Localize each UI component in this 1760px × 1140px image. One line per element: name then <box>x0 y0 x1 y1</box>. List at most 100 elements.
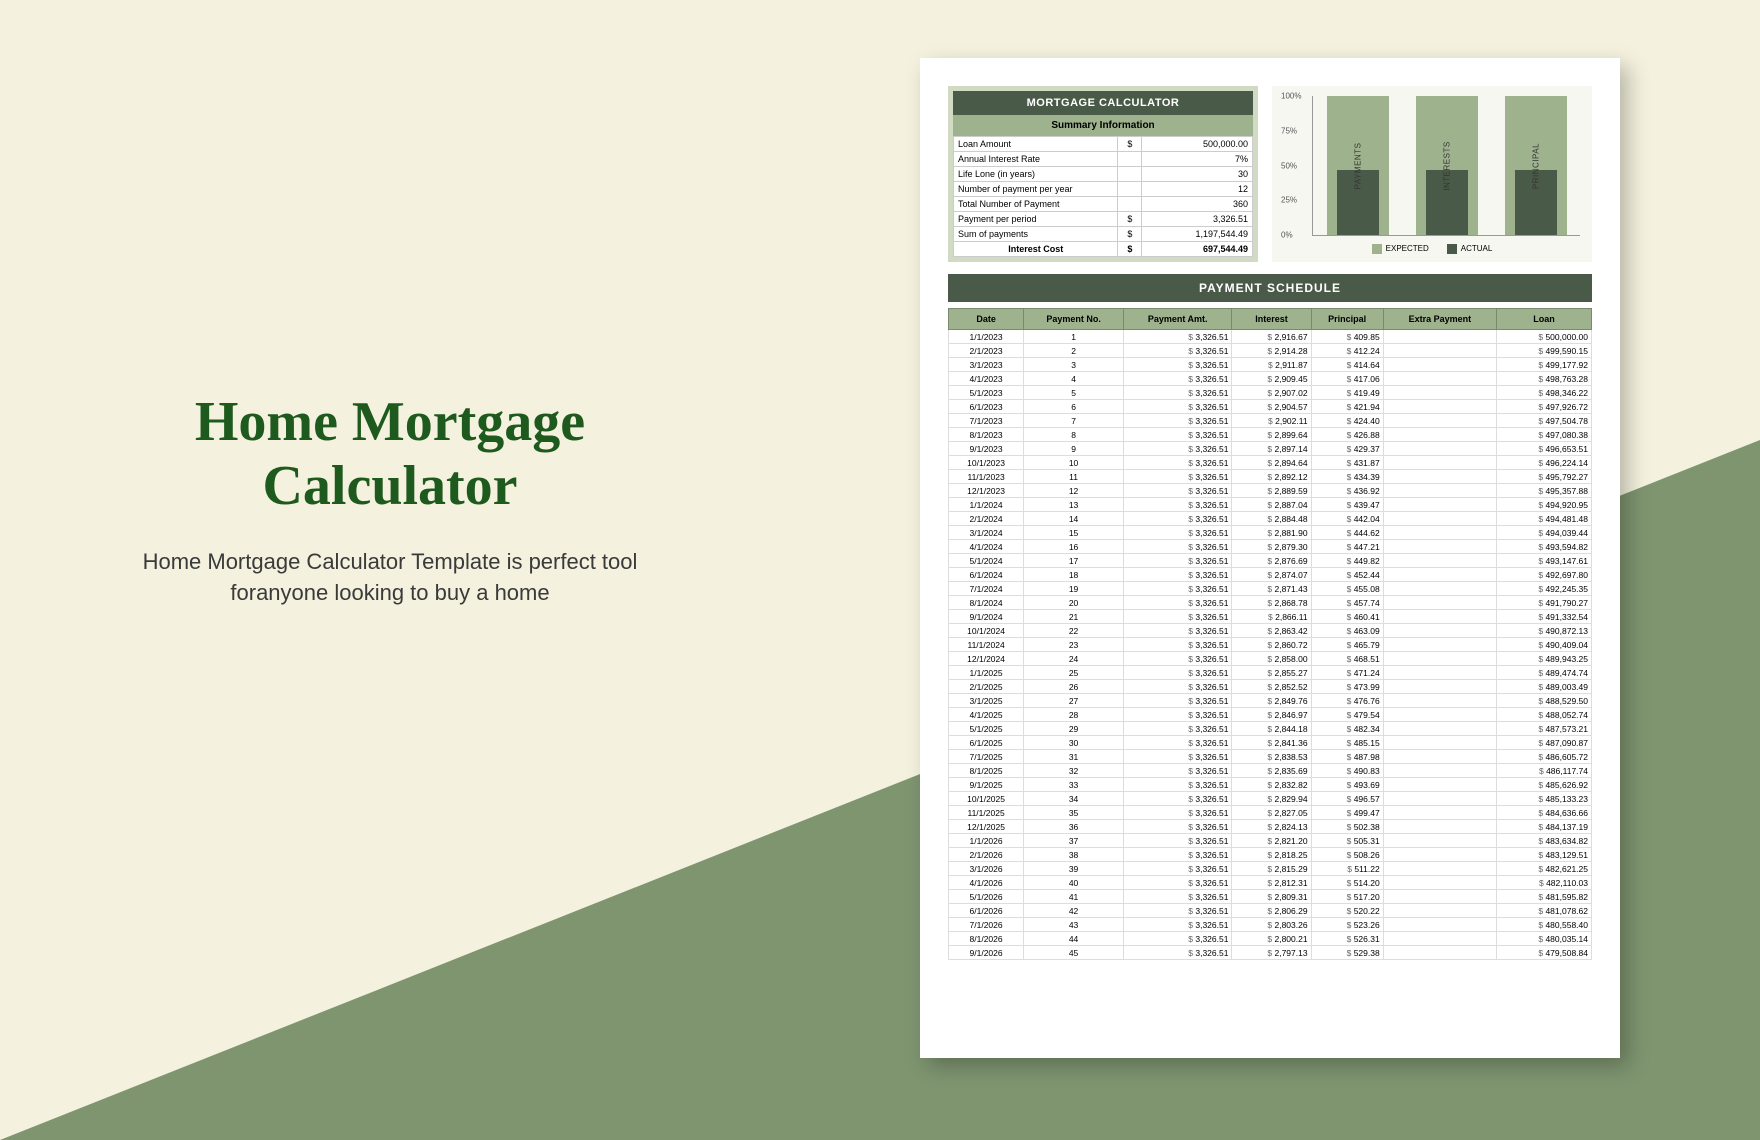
column-header: Loan <box>1496 309 1591 330</box>
cell-no: 2 <box>1024 344 1124 358</box>
cell-prin: $ 473.99 <box>1311 680 1383 694</box>
cell-prin: $ 452.44 <box>1311 568 1383 582</box>
cell-extra <box>1383 764 1496 778</box>
cell-prin: $ 511.22 <box>1311 862 1383 876</box>
cell-date: 12/1/2025 <box>949 820 1024 834</box>
cell-date: 6/1/2026 <box>949 904 1024 918</box>
cell-amt: $ 3,326.51 <box>1123 372 1231 386</box>
summary-label: Total Number of Payment <box>954 197 1118 212</box>
cell-int: $ 2,821.20 <box>1232 834 1311 848</box>
page-title: Home Mortgage Calculator <box>140 390 640 519</box>
cell-loan: $ 489,943.25 <box>1496 652 1591 666</box>
table-row: 9/1/20239$ 3,326.51$ 2,897.14$ 429.37$ 4… <box>949 442 1592 456</box>
cell-prin: $ 520.22 <box>1311 904 1383 918</box>
cell-extra <box>1383 568 1496 582</box>
summary-footer-value: 697,544.49 <box>1142 242 1253 257</box>
summary-value: 30 <box>1142 167 1253 182</box>
summary-currency <box>1118 152 1142 167</box>
cell-amt: $ 3,326.51 <box>1123 526 1231 540</box>
cell-extra <box>1383 372 1496 386</box>
cell-extra <box>1383 330 1496 344</box>
table-row: 7/1/20237$ 3,326.51$ 2,902.11$ 424.40$ 4… <box>949 414 1592 428</box>
cell-date: 10/1/2025 <box>949 792 1024 806</box>
cell-extra <box>1383 904 1496 918</box>
cell-amt: $ 3,326.51 <box>1123 848 1231 862</box>
summary-currency <box>1118 182 1142 197</box>
cell-no: 6 <box>1024 400 1124 414</box>
cell-date: 3/1/2025 <box>949 694 1024 708</box>
cell-int: $ 2,835.69 <box>1232 764 1311 778</box>
column-header: Payment No. <box>1024 309 1124 330</box>
cell-date: 8/1/2024 <box>949 596 1024 610</box>
cell-extra <box>1383 400 1496 414</box>
cell-amt: $ 3,326.51 <box>1123 414 1231 428</box>
cell-amt: $ 3,326.51 <box>1123 498 1231 512</box>
cell-prin: $ 414.64 <box>1311 358 1383 372</box>
cell-date: 10/1/2023 <box>949 456 1024 470</box>
cell-date: 9/1/2023 <box>949 442 1024 456</box>
cell-amt: $ 3,326.51 <box>1123 470 1231 484</box>
cell-int: $ 2,841.36 <box>1232 736 1311 750</box>
cell-loan: $ 481,078.62 <box>1496 904 1591 918</box>
cell-int: $ 2,829.94 <box>1232 792 1311 806</box>
table-row: 7/1/202643$ 3,326.51$ 2,803.26$ 523.26$ … <box>949 918 1592 932</box>
cell-amt: $ 3,326.51 <box>1123 344 1231 358</box>
summary-currency <box>1118 197 1142 212</box>
cell-date: 2/1/2025 <box>949 680 1024 694</box>
summary-value: 12 <box>1142 182 1253 197</box>
table-row: 9/1/202421$ 3,326.51$ 2,866.11$ 460.41$ … <box>949 610 1592 624</box>
cell-amt: $ 3,326.51 <box>1123 442 1231 456</box>
cell-amt: $ 3,326.51 <box>1123 554 1231 568</box>
table-row: 10/1/202310$ 3,326.51$ 2,894.64$ 431.87$… <box>949 456 1592 470</box>
cell-int: $ 2,868.78 <box>1232 596 1311 610</box>
cell-amt: $ 3,326.51 <box>1123 624 1231 638</box>
cell-extra <box>1383 512 1496 526</box>
cell-loan: $ 493,147.61 <box>1496 554 1591 568</box>
cell-int: $ 2,858.00 <box>1232 652 1311 666</box>
table-row: 7/1/202531$ 3,326.51$ 2,838.53$ 487.98$ … <box>949 750 1592 764</box>
cell-extra <box>1383 680 1496 694</box>
cell-extra <box>1383 694 1496 708</box>
cell-extra <box>1383 750 1496 764</box>
chart-panel: PAYMENTSINTERESTSPRINCIPAL 0%25%50%75%10… <box>1272 86 1592 262</box>
cell-amt: $ 3,326.51 <box>1123 806 1231 820</box>
cell-no: 18 <box>1024 568 1124 582</box>
cell-prin: $ 431.87 <box>1311 456 1383 470</box>
table-row: 1/1/202525$ 3,326.51$ 2,855.27$ 471.24$ … <box>949 666 1592 680</box>
cell-loan: $ 483,634.82 <box>1496 834 1591 848</box>
legend-item: ACTUAL <box>1447 244 1493 254</box>
legend-swatch <box>1372 244 1382 254</box>
schedule-table: DatePayment No.Payment Amt.InterestPrinc… <box>948 308 1592 960</box>
cell-date: 7/1/2026 <box>949 918 1024 932</box>
cell-int: $ 2,897.14 <box>1232 442 1311 456</box>
cell-loan: $ 487,573.21 <box>1496 722 1591 736</box>
cell-prin: $ 429.37 <box>1311 442 1383 456</box>
cell-date: 3/1/2023 <box>949 358 1024 372</box>
table-row: 6/1/202418$ 3,326.51$ 2,874.07$ 452.44$ … <box>949 568 1592 582</box>
cell-date: 9/1/2026 <box>949 946 1024 960</box>
table-row: 4/1/202416$ 3,326.51$ 2,879.30$ 447.21$ … <box>949 540 1592 554</box>
cell-amt: $ 3,326.51 <box>1123 694 1231 708</box>
table-row: 1/1/202637$ 3,326.51$ 2,821.20$ 505.31$ … <box>949 834 1592 848</box>
cell-extra <box>1383 582 1496 596</box>
cell-no: 7 <box>1024 414 1124 428</box>
cell-extra <box>1383 848 1496 862</box>
cell-no: 9 <box>1024 442 1124 456</box>
cell-loan: $ 480,558.40 <box>1496 918 1591 932</box>
cell-loan: $ 489,474.74 <box>1496 666 1591 680</box>
cell-date: 5/1/2023 <box>949 386 1024 400</box>
summary-currency: $ <box>1118 227 1142 242</box>
cell-int: $ 2,806.29 <box>1232 904 1311 918</box>
cell-loan: $ 488,529.50 <box>1496 694 1591 708</box>
cell-no: 19 <box>1024 582 1124 596</box>
cell-int: $ 2,892.12 <box>1232 470 1311 484</box>
table-row: 6/1/202530$ 3,326.51$ 2,841.36$ 485.15$ … <box>949 736 1592 750</box>
column-header: Date <box>949 309 1024 330</box>
cell-extra <box>1383 456 1496 470</box>
cell-date: 7/1/2025 <box>949 750 1024 764</box>
table-row: 2/1/202638$ 3,326.51$ 2,818.25$ 508.26$ … <box>949 848 1592 862</box>
cell-extra <box>1383 428 1496 442</box>
cell-prin: $ 529.38 <box>1311 946 1383 960</box>
cell-prin: $ 417.06 <box>1311 372 1383 386</box>
cell-prin: $ 421.94 <box>1311 400 1383 414</box>
